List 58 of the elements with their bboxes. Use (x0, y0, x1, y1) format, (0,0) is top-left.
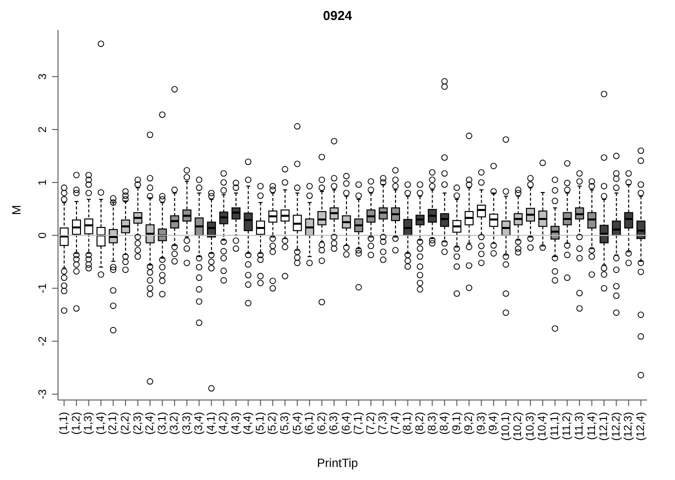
x-tick-label: (5,3) (279, 412, 292, 435)
x-tick-label: (3,2) (168, 412, 181, 435)
x-tick-label: (7,3) (377, 412, 390, 435)
x-tick-label: (10,1) (500, 412, 512, 441)
x-tick-label: (6,1) (304, 412, 316, 435)
x-tick-label: (4,1) (205, 412, 218, 435)
x-tick-label: (4,2) (218, 412, 230, 435)
x-tick-label: (3,4) (193, 412, 206, 435)
x-tick-label: (4,3) (230, 412, 242, 435)
x-tick-label: (1,1) (58, 412, 70, 435)
x-tick-label: (3,1) (156, 412, 168, 435)
x-tick-label: (12,1) (598, 412, 610, 441)
x-tick-label: (9,4) (488, 412, 500, 435)
x-tick-label: (2,3) (132, 412, 144, 435)
x-tick-label: (12,4) (634, 412, 647, 441)
chart-title: 0924 (322, 8, 353, 25)
y-tick-label: -2 (37, 336, 49, 346)
x-tick-label: (6,4) (340, 412, 352, 435)
y-tick-label: -3 (37, 389, 49, 400)
x-tick-label: (9,1) (450, 412, 463, 435)
y-tick-label: 0 (37, 232, 49, 238)
y-tick-label: 2 (37, 126, 49, 133)
x-tick-label: (6,2) (316, 412, 328, 435)
x-tick-label: (8,1) (402, 412, 414, 435)
y-axis-title: M (9, 205, 24, 215)
x-tick-label: (3,3) (180, 412, 193, 435)
x-tick-label: (8,4) (438, 412, 451, 435)
x-tick-label: (2,4) (144, 412, 156, 435)
x-tick-label: (10,3) (524, 412, 536, 441)
x-tick-label: (12,3) (622, 412, 635, 441)
x-tick-label: (1,2) (70, 412, 82, 435)
x-tick-label: (5,2) (266, 412, 279, 435)
x-tick-label: (5,1) (254, 412, 266, 435)
x-tick-label: (11,1) (548, 412, 561, 440)
y-tick-label: -1 (37, 283, 49, 294)
x-tick-label: (7,2) (364, 412, 377, 435)
x-tick-label: (2,1) (107, 412, 120, 435)
x-tick-label: (9,2) (463, 412, 476, 435)
x-tick-label: (4,4) (242, 412, 254, 435)
x-tick-label: (11,3) (574, 412, 586, 440)
x-tick-label: (2,2) (119, 412, 132, 435)
y-tick-label: 3 (37, 74, 49, 80)
x-tick-label: (6,3) (328, 412, 340, 435)
x-tick-label: (9,3) (475, 412, 488, 435)
x-tick-label: (1,4) (94, 412, 107, 435)
x-tick-label: (7,4) (389, 412, 402, 435)
x-tick-label: (12,2) (610, 412, 622, 441)
x-tick-label: (11,2) (561, 412, 574, 440)
y-tick-label: 1 (37, 179, 49, 186)
x-tick-label: (10,4) (536, 412, 549, 441)
x-tick-label: (10,2) (512, 412, 524, 441)
x-tick-label: (8,3) (426, 412, 438, 435)
x-tick-label: (5,4) (291, 412, 304, 435)
x-tick-label: (11,4) (586, 412, 598, 440)
x-axis-title: PrintTip (316, 456, 359, 470)
x-tick-label: (7,1) (352, 412, 365, 435)
x-tick-label: (8,2) (414, 412, 426, 435)
x-tick-label: (1,3) (82, 412, 95, 435)
